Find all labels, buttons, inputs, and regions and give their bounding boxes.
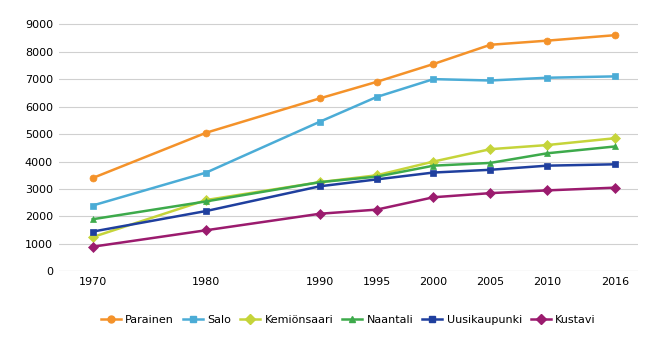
Parainen xyxy=(543,39,551,43)
Salo xyxy=(202,171,210,175)
Salo xyxy=(611,74,619,78)
Kustavi xyxy=(486,191,494,195)
Kemionsaari xyxy=(611,136,619,140)
Kemionsaari xyxy=(486,147,494,151)
Kustavi xyxy=(611,185,619,190)
Line: Naantali: Naantali xyxy=(89,143,618,223)
Kemionsaari xyxy=(373,173,381,177)
Salo xyxy=(543,76,551,80)
Uusikaupunki xyxy=(202,209,210,213)
Parainen xyxy=(373,80,381,84)
Line: Kustavi: Kustavi xyxy=(89,184,618,250)
Naantali xyxy=(543,151,551,156)
Salo xyxy=(89,204,96,208)
Kustavi xyxy=(316,212,324,216)
Uusikaupunki xyxy=(430,171,437,175)
Line: Kemionsaari: Kemionsaari xyxy=(89,135,618,240)
Kemionsaari xyxy=(316,180,324,184)
Uusikaupunki xyxy=(486,168,494,172)
Kemionsaari xyxy=(543,143,551,147)
Kustavi xyxy=(430,195,437,199)
Parainen xyxy=(486,43,494,47)
Naantali xyxy=(486,161,494,165)
Uusikaupunki xyxy=(543,164,551,168)
Kemionsaari xyxy=(430,159,437,164)
Kustavi xyxy=(202,228,210,232)
Naantali xyxy=(316,180,324,184)
Parainen xyxy=(316,96,324,101)
Naantali xyxy=(202,199,210,204)
Salo xyxy=(430,77,437,81)
Uusikaupunki xyxy=(316,184,324,188)
Line: Salo: Salo xyxy=(89,73,618,209)
Kustavi xyxy=(373,207,381,212)
Parainen xyxy=(611,33,619,37)
Naantali xyxy=(89,217,96,221)
Line: Uusikaupunki: Uusikaupunki xyxy=(89,161,618,235)
Kustavi xyxy=(89,245,96,249)
Parainen xyxy=(89,176,96,180)
Parainen xyxy=(430,62,437,66)
Salo xyxy=(316,120,324,124)
Salo xyxy=(373,95,381,99)
Kemionsaari xyxy=(89,235,96,239)
Uusikaupunki xyxy=(611,162,619,166)
Salo xyxy=(486,78,494,82)
Parainen xyxy=(202,130,210,135)
Uusikaupunki xyxy=(373,177,381,182)
Naantali xyxy=(430,164,437,168)
Kustavi xyxy=(543,188,551,192)
Uusikaupunki xyxy=(89,230,96,234)
Legend: Parainen, Salo, Kemiönsaari, Naantali, Uusikaupunki, Kustavi: Parainen, Salo, Kemiönsaari, Naantali, U… xyxy=(96,311,600,330)
Line: Parainen: Parainen xyxy=(89,32,618,182)
Kemionsaari xyxy=(202,198,210,202)
Naantali xyxy=(373,175,381,179)
Naantali xyxy=(611,144,619,149)
